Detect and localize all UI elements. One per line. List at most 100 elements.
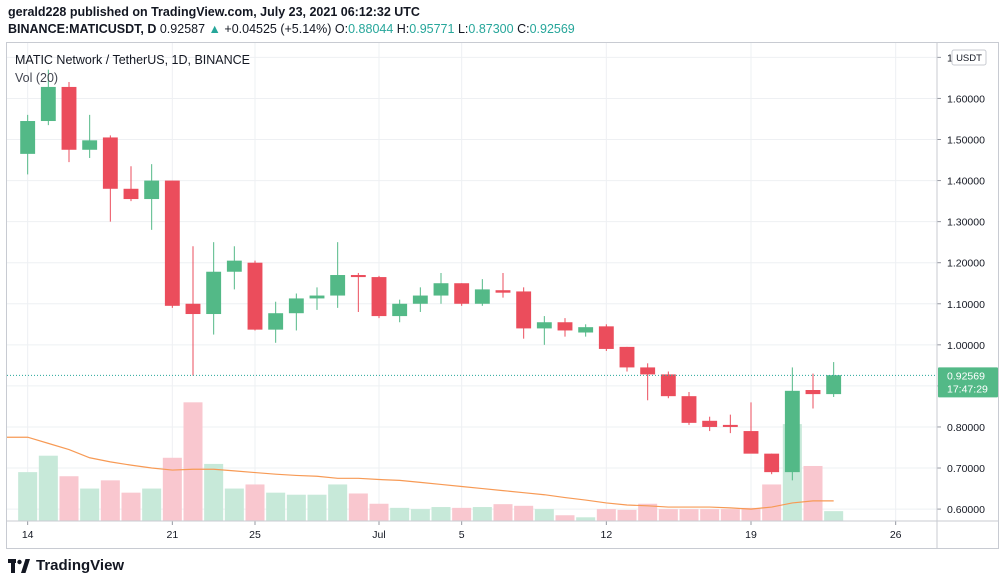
candle [144, 164, 160, 230]
candle-body [123, 188, 139, 200]
candle-body [82, 140, 98, 150]
candle-body [702, 420, 718, 427]
volume-bar [638, 503, 658, 521]
volume-bar [452, 507, 472, 521]
candle-body [371, 277, 387, 317]
candle [598, 324, 614, 351]
open-value: 0.88044 [348, 22, 394, 36]
candle [164, 180, 180, 308]
volume-bar [18, 472, 38, 521]
volume-bar [80, 488, 100, 521]
candle-body [557, 322, 573, 331]
volume-bar [390, 507, 410, 521]
volume-bar [741, 507, 761, 521]
volume-bar [59, 476, 79, 521]
volume-bar [38, 455, 58, 521]
candle [660, 371, 676, 399]
candle [722, 414, 738, 434]
x-tick-label: 12 [600, 529, 612, 541]
tradingview-logo-icon [8, 558, 30, 573]
symbol-text: BINANCE:MATICUSDT, D [8, 22, 157, 36]
candle [640, 363, 656, 401]
candle-body [536, 322, 552, 329]
candle [536, 316, 552, 345]
volume-legend: Vol (20) [15, 71, 59, 85]
candle-body [826, 375, 842, 395]
candle [40, 69, 56, 126]
x-tick-label: 21 [166, 529, 178, 541]
candle-body [247, 262, 263, 330]
candle-body [598, 326, 614, 349]
volume-bar [534, 509, 554, 521]
volume-bar [493, 504, 513, 521]
candle [474, 279, 490, 306]
footer-logo[interactable]: TradingView [8, 557, 124, 574]
last-price: 0.92587 [159, 22, 206, 36]
price-badge [938, 367, 998, 398]
candle-body [20, 121, 36, 154]
volume-bar [596, 509, 616, 521]
candle-body [412, 295, 428, 304]
volume-bar [803, 465, 823, 521]
high-label: H: [396, 22, 410, 36]
candle-body [433, 283, 449, 296]
volume-bar [431, 507, 451, 521]
chart-frame[interactable] [6, 42, 999, 549]
candle [185, 246, 201, 376]
candle [206, 242, 222, 335]
volume-bar [142, 488, 162, 521]
candle [454, 283, 470, 306]
candle-body [144, 180, 160, 200]
candle-body [495, 290, 511, 293]
candle [330, 242, 346, 308]
volume-bar [720, 509, 740, 521]
price-change: +0.04525 (+5.14%) [224, 22, 332, 36]
x-tick-label: 5 [459, 529, 465, 541]
candle [516, 287, 532, 339]
candle-body [764, 453, 780, 473]
candle-body [268, 313, 284, 330]
candle [309, 287, 325, 310]
x-tick-label: Jul [372, 529, 385, 541]
currency-badge [951, 49, 987, 66]
candle-body [288, 298, 304, 314]
volume-bar [328, 484, 348, 521]
candle-body [309, 295, 325, 299]
x-tick-label: 14 [22, 529, 34, 541]
candle-body [61, 86, 77, 150]
x-tick-label: 25 [249, 529, 261, 541]
candle [392, 299, 408, 323]
candle [702, 416, 718, 432]
candle [764, 453, 780, 475]
volume-bar [369, 503, 389, 521]
ohlc-header: BINANCE:MATICUSDT, D 0.92587 ▲ +0.04525 … [8, 22, 575, 36]
volume-bar [700, 509, 720, 521]
candle [123, 166, 139, 202]
volume-bar [514, 505, 534, 521]
y-tick-label: 0.80000 [947, 422, 985, 434]
candle [784, 367, 800, 481]
price-badge-value: 0.92569 [947, 370, 985, 382]
candle-body [743, 431, 759, 454]
candle [350, 272, 366, 312]
candle-body [784, 390, 800, 473]
candle [412, 287, 428, 312]
volume-bar [410, 509, 430, 521]
volume-bar [658, 509, 678, 521]
candle [20, 114, 36, 175]
volume-ma-line [7, 436, 834, 510]
candle-body [330, 275, 346, 296]
volume-bar [348, 493, 368, 521]
candle-body [805, 390, 821, 395]
volume-bar [617, 509, 637, 521]
candle [268, 301, 284, 343]
candle [61, 82, 77, 163]
candle [226, 246, 242, 290]
candle-body [640, 367, 656, 375]
publisher-info: gerald228 published on TradingView.com, … [8, 5, 420, 19]
y-tick-label: 1.40000 [947, 176, 985, 188]
candle [826, 362, 842, 397]
candle-body [102, 137, 118, 189]
x-tick-label: 19 [745, 529, 757, 541]
